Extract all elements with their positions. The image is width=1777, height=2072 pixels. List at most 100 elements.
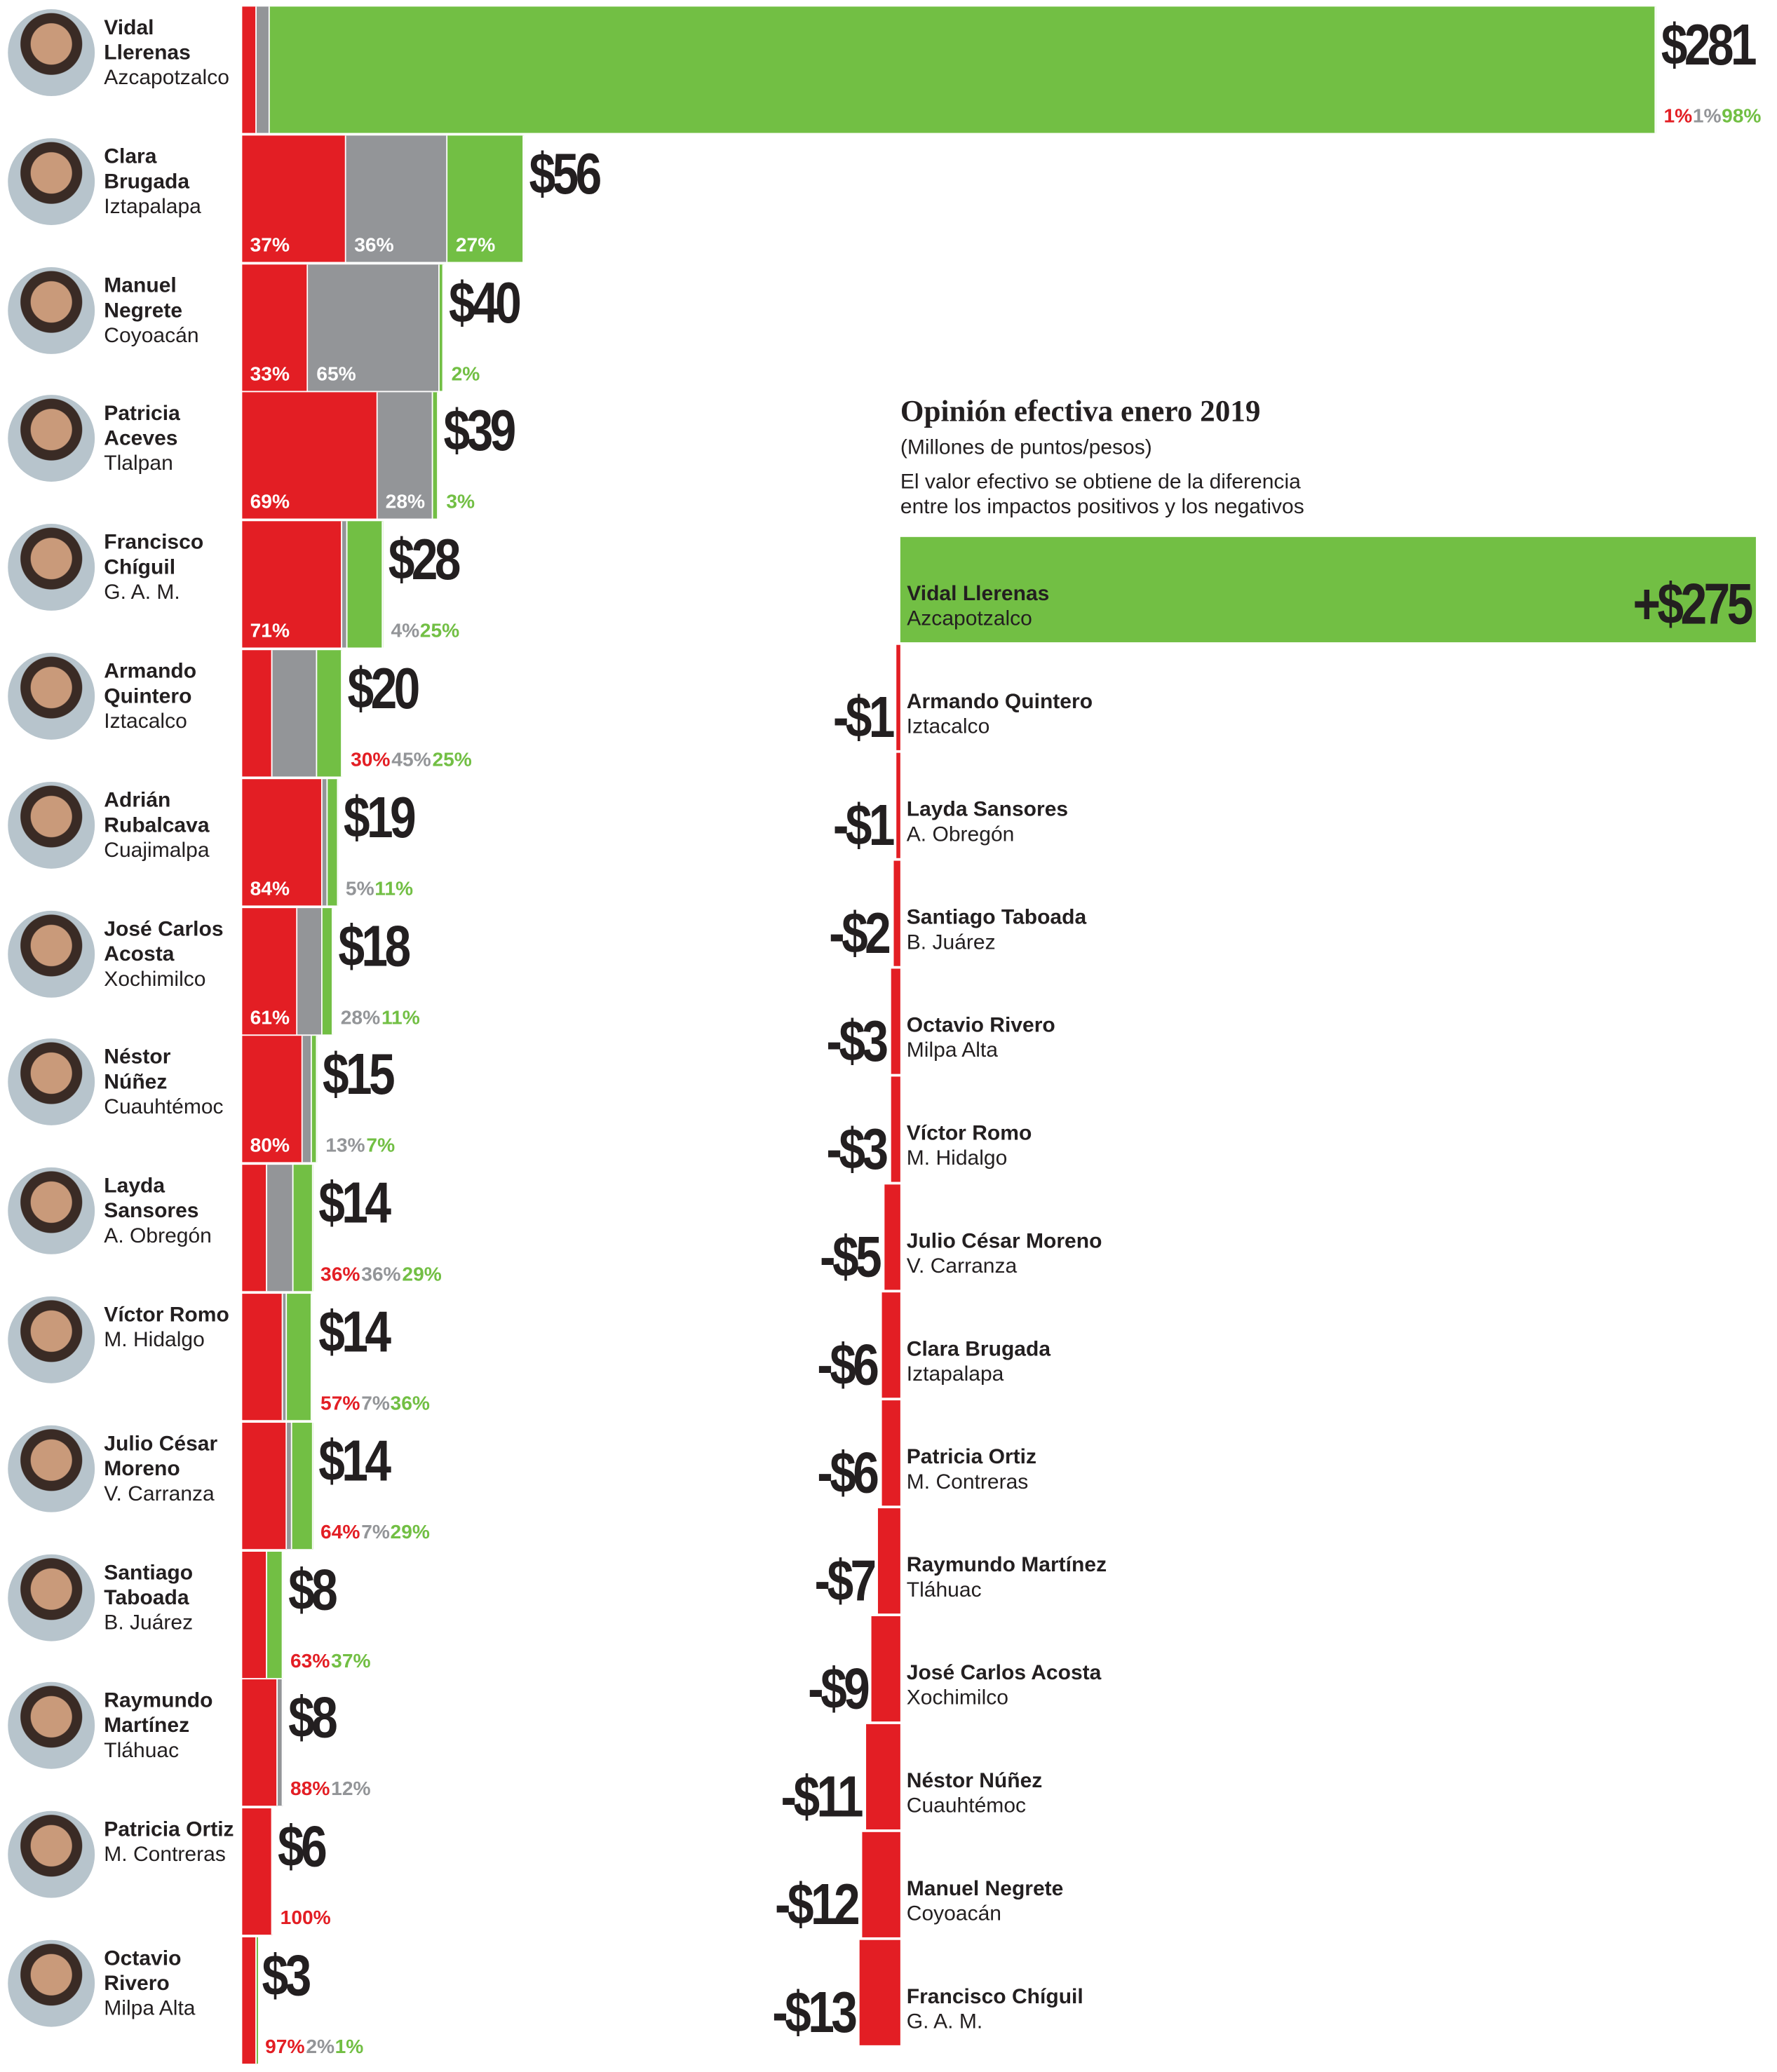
percent-label: 29% xyxy=(391,1522,430,1543)
percent-label: 1% xyxy=(1693,107,1722,128)
value-label: -$12 xyxy=(776,1877,858,1935)
bar-segment xyxy=(348,522,383,648)
district: Iztacalco xyxy=(907,715,990,740)
percent-label: 3% xyxy=(446,493,475,514)
district: Xochimilco xyxy=(907,1686,1008,1711)
bar-segment xyxy=(288,1423,292,1549)
name: Vidal Llerenas xyxy=(104,16,236,66)
photo xyxy=(8,653,95,740)
chart-note: El valor efectivo se obtiene de la difer… xyxy=(900,470,1335,520)
percent-label: 33% xyxy=(250,364,290,385)
name: Vidal Llerenas xyxy=(907,582,1049,607)
bar-segment xyxy=(342,522,348,648)
name: Néstor Núñez xyxy=(907,1769,1043,1794)
percent-label: 11% xyxy=(374,879,413,900)
percent-label: 7% xyxy=(361,1522,390,1543)
district: A. Obregón xyxy=(907,822,1015,848)
bar xyxy=(863,1832,900,1937)
bar-segment xyxy=(268,1551,283,1677)
name: Clara Brugada xyxy=(907,1337,1050,1362)
bar-segment xyxy=(242,1680,278,1806)
total-label: $28 xyxy=(388,532,458,590)
district: V. Carranza xyxy=(907,1254,1017,1280)
district: V. Carranza xyxy=(104,1482,236,1507)
percent-label: 11% xyxy=(381,1008,420,1029)
name: Raymundo Martínez xyxy=(104,1689,236,1739)
photo xyxy=(8,9,95,96)
photo xyxy=(8,1554,95,1641)
photo xyxy=(8,1425,95,1512)
percent-label: 84% xyxy=(250,879,290,900)
district: Xochimilco xyxy=(104,967,236,992)
district: Iztapalapa xyxy=(104,194,236,219)
name: Francisco Chíguil xyxy=(104,531,236,581)
label-block: Raymundo MartínezTláhuac xyxy=(104,1689,236,1764)
district: Cuauhtémoc xyxy=(104,1095,236,1120)
name: Layda Sansores xyxy=(907,797,1068,822)
photo xyxy=(8,910,95,997)
photo xyxy=(8,138,95,225)
bar xyxy=(881,1400,900,1505)
percent-label: 71% xyxy=(250,621,290,642)
bar xyxy=(897,753,900,858)
value-label: -$11 xyxy=(781,1769,860,1827)
percent-label: 69% xyxy=(250,493,290,514)
name: Manuel Negrete xyxy=(104,273,236,323)
value-label: -$7 xyxy=(814,1553,873,1611)
district: Coyoacán xyxy=(104,323,236,348)
bar-segment xyxy=(242,1423,287,1549)
label-block: Manuel NegreteCoyoacán xyxy=(104,273,236,348)
district: B. Juárez xyxy=(907,930,996,956)
value-label: +$275 xyxy=(1633,576,1750,635)
name: Santiago Taboada xyxy=(907,905,1086,930)
district: G. A. M. xyxy=(907,2010,982,2035)
value-label: -$9 xyxy=(808,1661,867,1719)
district: A. Obregón xyxy=(104,1224,236,1250)
percent-label: 25% xyxy=(432,750,471,771)
photo xyxy=(8,1167,95,1254)
district: G. A. M. xyxy=(104,581,236,606)
bar-segment xyxy=(433,393,438,519)
name: Clara Brugada xyxy=(104,144,236,194)
percent-label: 36% xyxy=(361,1265,400,1286)
district: Tlalpan xyxy=(104,452,236,478)
name: Francisco Chíguil xyxy=(907,1985,1083,2010)
bar xyxy=(891,1076,900,1181)
percent-label: 45% xyxy=(391,750,431,771)
photo xyxy=(8,1683,95,1770)
label-block: Víctor RomoM. Hidalgo xyxy=(104,1303,236,1353)
photo xyxy=(8,524,95,611)
page: Opinión efectiva enero 2019 (Millones de… xyxy=(0,0,1777,2072)
value-label: -$5 xyxy=(820,1229,879,1287)
percent-label: 57% xyxy=(320,1394,360,1415)
total-label: $8 xyxy=(288,1691,334,1749)
total-label: $20 xyxy=(348,661,417,719)
bar-segment xyxy=(242,1551,267,1677)
infographic: Opinión efectiva enero 2019 (Millones de… xyxy=(0,0,1777,2071)
total-label: $14 xyxy=(318,1433,387,1491)
bar xyxy=(878,1508,900,1613)
percent-label: 1% xyxy=(1664,107,1693,128)
name: Layda Sansores xyxy=(104,1174,236,1224)
percent-label: 63% xyxy=(290,1651,330,1672)
bar-segment xyxy=(242,1808,272,1935)
name: Adrián Rubalcava xyxy=(104,788,236,838)
bar xyxy=(897,645,900,750)
label-block: Patricia OrtizM. Contreras xyxy=(104,1817,236,1867)
percent-label: 27% xyxy=(456,236,495,257)
name: Julio César Moreno xyxy=(907,1229,1102,1254)
photo xyxy=(8,395,95,482)
percent-label: 64% xyxy=(320,1522,360,1543)
bar-segment xyxy=(242,1937,257,2064)
name: Octavio Rivero xyxy=(907,1013,1055,1038)
bar-segment xyxy=(283,1294,288,1420)
bar-segment xyxy=(312,1036,318,1163)
bar xyxy=(866,1724,900,1829)
district: Azcapotzalco xyxy=(907,607,1032,632)
value-label: -$13 xyxy=(772,1985,854,2043)
bar-segment xyxy=(302,1036,312,1163)
bar xyxy=(884,1184,900,1289)
